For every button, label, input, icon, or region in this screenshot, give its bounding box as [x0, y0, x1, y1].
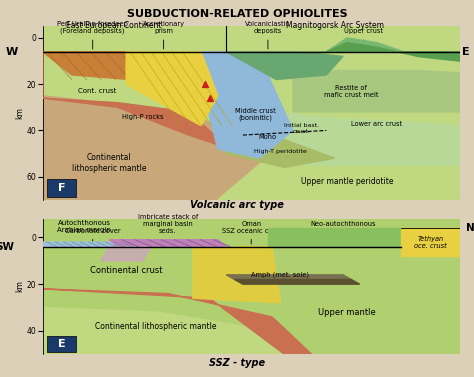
Text: SW: SW [0, 242, 15, 252]
Text: Oman
SSZ oceanic crust: Oman SSZ oceanic crust [221, 221, 281, 244]
Point [201, 81, 209, 87]
Text: Volcanic arc type: Volcanic arc type [190, 201, 284, 210]
Text: NE: NE [466, 223, 474, 233]
Polygon shape [43, 96, 460, 200]
Text: Moho: Moho [259, 134, 277, 140]
Polygon shape [101, 247, 151, 261]
Text: Continental lithospheric mantle: Continental lithospheric mantle [94, 322, 216, 331]
Text: SUBDUCTION-RELATED OPHIOLITES: SUBDUCTION-RELATED OPHIOLITES [127, 9, 347, 19]
Polygon shape [226, 52, 343, 80]
Text: Magnitogorsk Arc System: Magnitogorsk Arc System [286, 20, 383, 29]
Text: Initial bast.
crust.: Initial bast. crust. [284, 123, 319, 133]
Polygon shape [193, 52, 293, 158]
Polygon shape [43, 308, 460, 354]
Polygon shape [43, 52, 135, 70]
Polygon shape [401, 228, 460, 256]
Text: Continental
lithospheric mantle: Continental lithospheric mantle [72, 153, 146, 173]
Polygon shape [235, 279, 360, 284]
Polygon shape [43, 247, 314, 354]
Text: Upper crust: Upper crust [344, 29, 383, 49]
Text: High-P rocks: High-P rocks [122, 113, 164, 120]
Text: Carbonate cover: Carbonate cover [65, 228, 120, 244]
Y-axis label: km: km [15, 280, 24, 293]
Text: High-T peridotite: High-T peridotite [254, 149, 307, 154]
Text: Neo-autochthonous
sedimentary cover: Neo-autochthonous sedimentary cover [310, 221, 376, 244]
Text: East European Continent: East European Continent [66, 20, 161, 29]
Text: Autochthonous
Arabian margin: Autochthonous Arabian margin [57, 220, 111, 233]
Text: Tethyan
oce. crust: Tethyan oce. crust [414, 236, 447, 248]
Polygon shape [43, 242, 135, 247]
Polygon shape [268, 228, 401, 247]
Text: W: W [5, 47, 18, 57]
Text: Volcaniclastic
deposits: Volcaniclastic deposits [246, 21, 291, 49]
Polygon shape [326, 43, 460, 61]
Text: Peri-Uralian foredeep
(Foreland deposits): Peri-Uralian foredeep (Foreland deposits… [57, 21, 128, 49]
FancyBboxPatch shape [47, 336, 76, 352]
Text: SSZ - type: SSZ - type [209, 357, 265, 368]
Y-axis label: km: km [15, 107, 24, 119]
Text: E: E [58, 339, 65, 349]
Polygon shape [43, 52, 135, 80]
Text: Amph (met. sole): Amph (met. sole) [251, 271, 310, 278]
Text: Accretionary
prism: Accretionary prism [143, 21, 185, 49]
Polygon shape [193, 247, 281, 303]
Polygon shape [126, 52, 218, 126]
Text: Cont. crust: Cont. crust [78, 88, 116, 94]
Text: Upper mantle peridotite: Upper mantle peridotite [301, 177, 393, 186]
Polygon shape [226, 135, 335, 167]
Polygon shape [109, 240, 226, 247]
Polygon shape [43, 52, 135, 61]
Polygon shape [301, 38, 460, 61]
Text: Restite of
mafic crust melt: Restite of mafic crust melt [324, 84, 379, 98]
Text: F: F [58, 183, 65, 193]
Text: Imbricate stack of
marginal basin
seds.: Imbricate stack of marginal basin seds. [137, 214, 198, 244]
Text: Upper mantle: Upper mantle [318, 308, 376, 317]
Point [206, 95, 213, 101]
Polygon shape [293, 70, 460, 112]
Polygon shape [43, 52, 230, 149]
Text: E: E [462, 47, 469, 57]
Polygon shape [218, 153, 460, 200]
FancyBboxPatch shape [47, 179, 76, 198]
Polygon shape [260, 247, 460, 354]
Text: Continental crust: Continental crust [90, 266, 162, 274]
Polygon shape [226, 275, 351, 279]
Text: Lower arc crust: Lower arc crust [351, 121, 402, 127]
Polygon shape [276, 112, 460, 165]
Text: Middle crust
(boninitic): Middle crust (boninitic) [235, 107, 276, 121]
